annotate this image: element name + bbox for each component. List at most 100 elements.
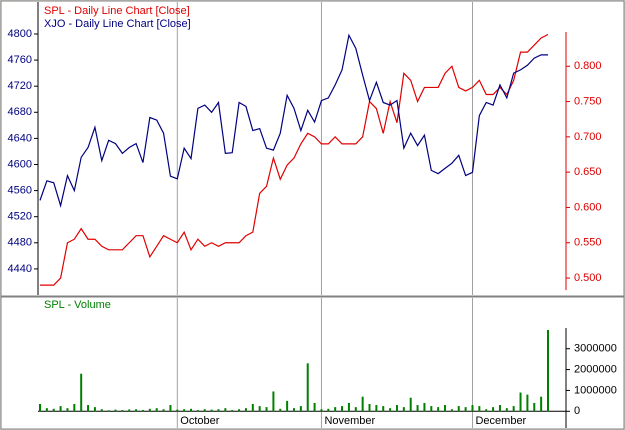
bar	[430, 406, 433, 412]
bar	[66, 408, 69, 412]
bar	[52, 408, 55, 412]
y-tick-label: 4720	[8, 80, 32, 92]
bar	[320, 409, 323, 412]
bar	[80, 373, 83, 412]
y2-tick-label: 0.600	[574, 201, 602, 213]
y2-tick-label: 0.700	[574, 131, 602, 143]
y-tick-label: 4560	[8, 184, 32, 196]
bar	[128, 409, 131, 412]
bar	[107, 410, 110, 412]
bar	[203, 409, 206, 412]
y2-tick-label: 0.650	[574, 166, 602, 178]
bar	[231, 410, 234, 412]
bar	[100, 409, 103, 412]
bar	[45, 408, 48, 412]
y-tick-label: 1000000	[574, 384, 617, 396]
bar	[169, 405, 172, 412]
y-tick-label: 4480	[8, 237, 32, 249]
bar	[505, 408, 508, 412]
bar	[526, 394, 529, 412]
bar	[327, 408, 330, 412]
line-series	[40, 33, 549, 286]
bar	[485, 409, 488, 412]
bar	[512, 406, 515, 412]
bar	[224, 408, 227, 412]
bar	[210, 409, 213, 412]
bar	[286, 400, 289, 412]
bar	[519, 392, 522, 412]
bar	[498, 405, 501, 412]
bar	[547, 329, 549, 412]
price-pane	[0, 0, 625, 297]
bar	[265, 407, 268, 412]
y-tick-label: 4800	[8, 28, 32, 40]
bar	[238, 409, 241, 412]
bar	[272, 391, 275, 412]
bar	[395, 405, 398, 412]
bar	[244, 408, 247, 412]
bar	[423, 402, 426, 412]
bar	[416, 405, 419, 412]
bar	[183, 409, 186, 412]
bar	[59, 406, 62, 412]
bar	[135, 409, 138, 412]
bar	[93, 407, 96, 412]
y-tick-label: 4640	[8, 132, 32, 144]
bar	[87, 405, 90, 412]
bar	[450, 409, 453, 412]
bar	[299, 406, 302, 412]
legend-entry: XJO - Daily Line Chart [Close]	[44, 18, 191, 30]
bar	[478, 406, 481, 412]
bar	[279, 408, 282, 412]
x-tick-label: October	[180, 415, 219, 427]
bar	[306, 363, 309, 412]
bar	[313, 402, 316, 412]
bar	[354, 407, 357, 412]
bar	[39, 404, 41, 412]
bar	[402, 407, 405, 412]
y-tick-label: 0	[574, 405, 580, 417]
bar	[382, 406, 385, 412]
legend-entry: SPL - Volume	[44, 299, 111, 311]
bar	[217, 409, 220, 412]
bar	[540, 396, 543, 412]
y-tick-label: 4680	[8, 106, 32, 118]
bar	[471, 405, 474, 412]
bar	[533, 402, 536, 412]
bar	[196, 410, 199, 412]
y-tick-label: 2000000	[574, 363, 617, 375]
bar	[73, 404, 76, 412]
bar	[444, 405, 447, 412]
x-tick-label: November	[324, 415, 375, 427]
y2-tick-label: 0.800	[574, 60, 602, 72]
bar	[341, 406, 344, 412]
y2-tick-label: 0.750	[574, 95, 602, 107]
bar	[162, 409, 165, 412]
bar	[114, 409, 117, 412]
bar	[464, 407, 467, 412]
y-tick-label: 4520	[8, 211, 32, 223]
y2-tick-label: 0.550	[574, 237, 602, 249]
line-series	[39, 33, 548, 208]
bar	[141, 410, 144, 412]
bar	[437, 407, 440, 412]
bar	[293, 408, 295, 412]
bar	[176, 409, 179, 412]
y2-tick-label: 0.500	[574, 272, 602, 284]
bar	[368, 404, 371, 412]
y-tick-label: 4600	[8, 158, 32, 170]
bar	[155, 408, 158, 412]
bar	[148, 408, 151, 412]
y-tick-label: 4760	[8, 54, 32, 66]
bar	[251, 404, 254, 412]
bar	[375, 405, 378, 412]
legend-entry: SPL - Daily Line Chart [Close]	[44, 5, 190, 17]
bar	[492, 407, 495, 412]
bar	[409, 397, 412, 412]
bar	[258, 406, 261, 412]
bar	[190, 408, 193, 412]
bar	[347, 402, 350, 412]
bar	[389, 408, 392, 412]
x-tick-label: December	[475, 415, 526, 427]
